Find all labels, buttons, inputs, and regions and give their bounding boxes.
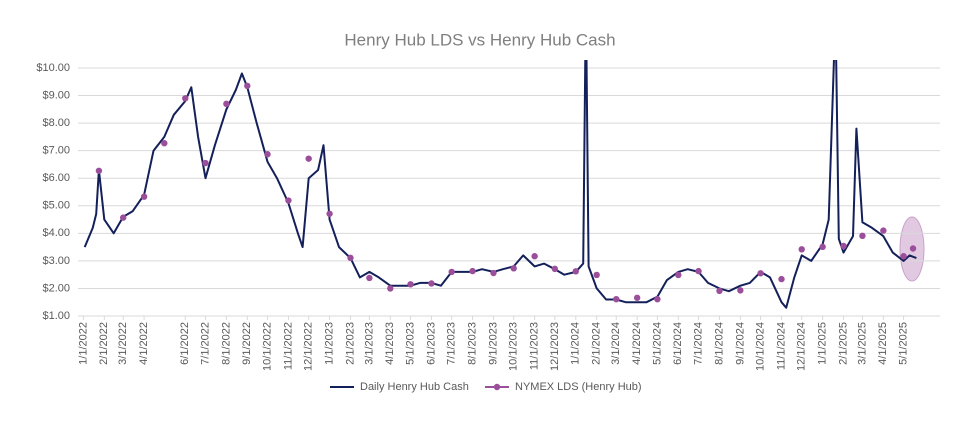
x-tick-label: 5/1/2024 <box>651 322 663 365</box>
x-tick-label: 6/1/2024 <box>672 322 684 365</box>
y-tick-label: $5.00 <box>42 200 70 212</box>
x-tick-label: 9/1/2023 <box>487 322 499 365</box>
lds-point <box>202 159 209 167</box>
legend-label: Daily Henry Hub Cash <box>360 381 469 393</box>
lds-point <box>347 254 354 262</box>
y-tick-label: $6.00 <box>42 172 70 184</box>
y-tick-label: $10.00 <box>36 62 70 74</box>
y-tick-label: $3.00 <box>42 255 70 267</box>
x-tick-label: 7/1/2024 <box>692 322 704 365</box>
lds-point <box>675 271 682 279</box>
lds-point <box>119 214 127 221</box>
lds-point <box>469 267 476 275</box>
lds-point <box>531 253 538 260</box>
lds-point <box>909 245 917 252</box>
x-tick-label: 11/1/2023 <box>529 322 541 370</box>
x-tick-label: 8/1/2022 <box>220 322 232 365</box>
x-tick-label: 10/1/2022 <box>261 322 273 371</box>
lds-point <box>510 265 517 272</box>
x-tick-label: 4/1/2022 <box>138 322 150 365</box>
x-tick-label: 4/1/2025 <box>877 322 889 365</box>
lds-point <box>551 265 559 273</box>
lds-point <box>613 295 620 303</box>
lds-point <box>244 82 251 90</box>
x-tick-label: 12/1/2024 <box>796 322 808 371</box>
x-tick-label: 6/1/2023 <box>425 322 437 365</box>
x-tick-label: 11/1/2022 <box>282 322 294 370</box>
x-tick-label: 6/1/2022 <box>179 322 191 365</box>
y-tick-label: $4.00 <box>42 227 70 239</box>
lds-point <box>161 140 168 147</box>
lds-point <box>182 95 189 102</box>
x-tick-label: 1/1/2025 <box>817 322 829 365</box>
lds-point <box>387 285 394 292</box>
lds-point <box>778 275 785 283</box>
x-tick-label: 12/1/2023 <box>549 322 561 371</box>
lds-point <box>716 287 723 295</box>
lds-point <box>407 281 414 288</box>
x-tick-label: 8/1/2024 <box>713 322 725 365</box>
lds-point <box>448 268 455 276</box>
x-tick-label: 2/1/2024 <box>591 322 603 365</box>
legend-marker <box>493 383 501 391</box>
lds-point <box>95 167 103 174</box>
y-tick-label: $1.00 <box>42 310 70 322</box>
x-tick-label: 1/1/2023 <box>323 322 335 365</box>
line-series <box>83 60 917 309</box>
lds-point <box>366 274 373 282</box>
lds-point <box>633 294 641 302</box>
lds-point <box>737 287 744 294</box>
lds-point <box>798 246 805 253</box>
chart-title: Henry Hub LDS vs Henry Hub Cash <box>344 30 615 49</box>
x-tick-label: 4/1/2024 <box>631 322 643 365</box>
x-tick-label: 8/1/2023 <box>466 322 478 365</box>
lds-point <box>223 100 230 108</box>
lds-point <box>900 253 907 260</box>
x-tick-label: 1/1/2022 <box>77 322 89 365</box>
y-tick-label: $8.00 <box>42 117 70 129</box>
x-tick-label: 9/1/2024 <box>734 322 746 365</box>
lds-point <box>840 242 847 250</box>
x-tick-label: 3/1/2025 <box>856 322 868 365</box>
y-tick-label: $2.00 <box>42 282 70 294</box>
lds-point <box>264 151 271 158</box>
y-tick-label: $9.00 <box>42 89 70 101</box>
lds-point <box>593 271 600 279</box>
lds-point <box>654 295 661 303</box>
lds-point <box>757 270 764 277</box>
lds-point <box>140 193 148 200</box>
x-tick-label: 1/1/2024 <box>570 322 582 365</box>
x-tick-label: 4/1/2023 <box>384 322 396 365</box>
lds-point <box>880 227 887 234</box>
lds-point <box>326 210 333 217</box>
x-tick-label: 2/1/2022 <box>98 322 110 365</box>
x-tick-label: 3/1/2022 <box>117 322 129 365</box>
x-tick-label: 3/1/2024 <box>610 322 622 365</box>
x-tick-label: 2/1/2025 <box>837 322 849 365</box>
x-tick-label: 7/1/2023 <box>446 322 458 365</box>
x-tick-label: 11/1/2024 <box>775 322 787 370</box>
x-tick-label: 10/1/2023 <box>508 322 520 371</box>
x-tick-label: 2/1/2023 <box>344 322 356 365</box>
x-tick-label: 10/1/2024 <box>754 322 766 371</box>
lds-point <box>695 267 702 275</box>
y-tick-label: $7.00 <box>42 145 70 157</box>
lds-point <box>490 269 497 277</box>
lds-point <box>285 197 292 204</box>
lds-point <box>859 232 866 240</box>
lds-point <box>428 280 435 287</box>
x-tick-label: 12/1/2022 <box>303 322 315 371</box>
lds-point <box>572 268 579 275</box>
x-tick-label: 3/1/2023 <box>363 322 375 365</box>
x-tick-label: 9/1/2022 <box>241 322 253 365</box>
x-tick-label: 5/1/2025 <box>897 322 909 365</box>
x-tick-label: 5/1/2023 <box>404 322 416 365</box>
legend-label: NYMEX LDS (Henry Hub) <box>515 381 642 393</box>
lds-point <box>819 243 826 251</box>
lds-point <box>305 155 312 162</box>
x-tick-label: 7/1/2022 <box>199 322 211 365</box>
plot-area <box>83 60 917 309</box>
